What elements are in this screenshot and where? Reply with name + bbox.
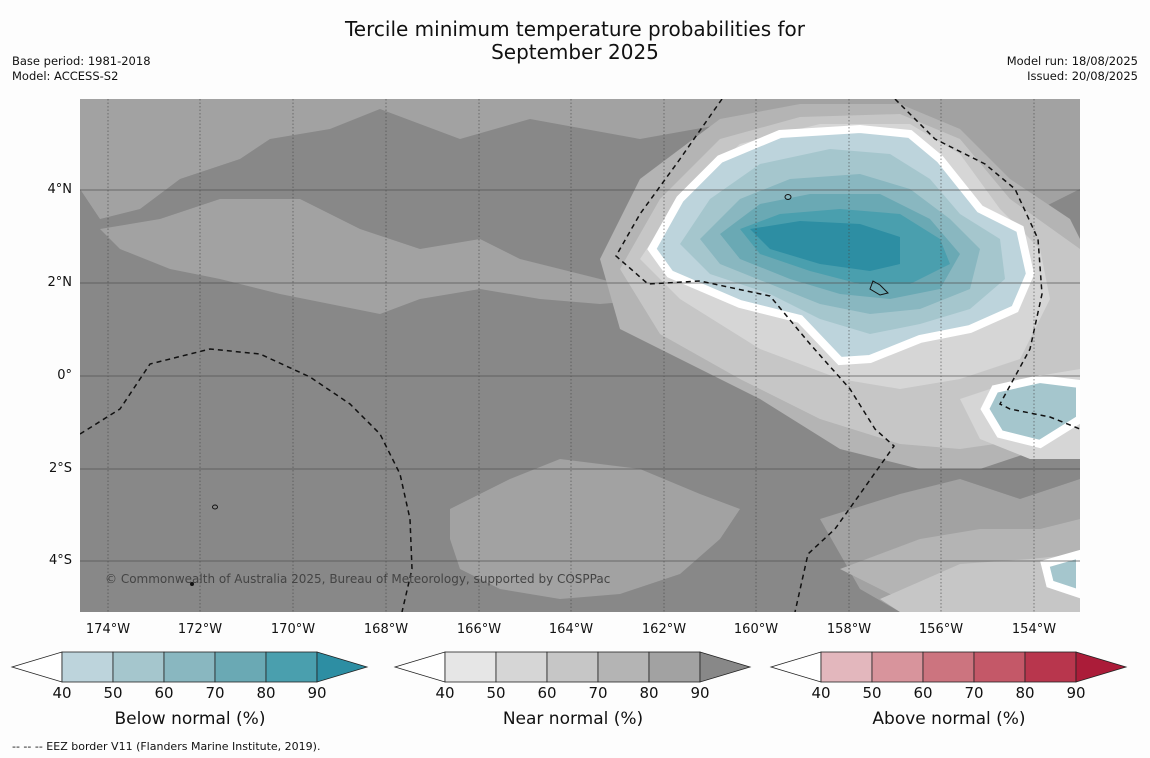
region-grey-60-south	[880, 554, 1080, 612]
colorbar-segment	[1024, 651, 1077, 683]
colorbar-near-normal	[393, 651, 752, 683]
colorbar-extend-high	[316, 651, 369, 683]
chart-title: Tercile minimum temperature probabilitie…	[0, 18, 1150, 64]
cb-near-tick-60: 60	[537, 684, 557, 702]
x-label-158w: 158°W	[826, 622, 872, 637]
cb-below-tick-50: 50	[103, 684, 123, 702]
cb-below-tick-80: 80	[256, 684, 276, 702]
colorbar-segment	[214, 651, 267, 683]
cb-near-tick-90: 90	[690, 684, 710, 702]
colorbar-segment	[820, 651, 873, 683]
colorbar-extend-low	[10, 651, 63, 683]
cb-below-tick-90: 90	[307, 684, 327, 702]
model-text: Model: ACCESS-S2	[12, 69, 119, 83]
meta-left: Base period: 1981-2018 Model: ACCESS-S2	[12, 54, 151, 84]
region-below-90	[750, 221, 900, 271]
cb-near-tick-50: 50	[486, 684, 506, 702]
island-4	[190, 582, 194, 586]
probability-map	[80, 99, 1080, 612]
colorbar-segment	[444, 651, 497, 683]
colorbar-extend-low	[769, 651, 822, 683]
colorbars	[10, 651, 1128, 683]
cb-above-tick-50: 50	[862, 684, 882, 702]
title-line-2: September 2025	[491, 40, 659, 64]
colorbar-segment	[973, 651, 1026, 683]
cb-above-tick-40: 40	[811, 684, 831, 702]
y-label-4n: 4°N	[47, 182, 73, 197]
base-period-text: Base period: 1981-2018	[12, 54, 151, 68]
title-line-1: Tercile minimum temperature probabilitie…	[344, 17, 806, 41]
x-label-162w: 162°W	[641, 622, 687, 637]
cb-near-tick-70: 70	[588, 684, 608, 702]
x-label-174w: 174°W	[85, 622, 131, 637]
colorbar-segment	[112, 651, 165, 683]
meridian-gridlines	[107, 99, 1035, 612]
colorbar-segment	[597, 651, 650, 683]
cb-above-tick-80: 80	[1015, 684, 1035, 702]
colorbar-below-title: Below normal (%)	[114, 709, 266, 729]
colorbar-segment	[495, 651, 548, 683]
cb-below-tick-60: 60	[154, 684, 174, 702]
x-label-154w: 154°W	[1011, 622, 1057, 637]
cb-above-tick-60: 60	[913, 684, 933, 702]
colorbar-segment	[922, 651, 975, 683]
region-grey-80-band	[100, 199, 660, 314]
colorbar-near-title: Near normal (%)	[502, 709, 644, 729]
y-label-2s: 2°S	[48, 461, 72, 476]
islands	[190, 194, 889, 586]
issued-text: Issued: 20/08/2025	[1027, 69, 1138, 83]
colorbar-segment	[265, 651, 318, 683]
x-label-166w: 166°W	[456, 622, 502, 637]
colorbar-segment	[61, 651, 114, 683]
x-label-172w: 172°W	[177, 622, 223, 637]
island-2	[869, 280, 889, 296]
region-below-east-patch	[980, 374, 1080, 449]
x-label-168w: 168°W	[363, 622, 409, 637]
model-run-text: Model run: 18/08/2025	[1006, 54, 1138, 68]
copyright-text: © Commonwealth of Australia 2025, Bureau…	[105, 572, 611, 586]
y-label-0: 0°	[57, 368, 72, 383]
cb-near-tick-80: 80	[639, 684, 659, 702]
eez-footer-note: -- -- -- EEZ border V11 (Flanders Marine…	[12, 740, 321, 753]
colorbar-segment	[648, 651, 701, 683]
y-label-2n: 2°N	[47, 275, 73, 290]
x-label-160w: 160°W	[733, 622, 779, 637]
cb-above-tick-70: 70	[964, 684, 984, 702]
region-grey-80-north	[80, 99, 1080, 219]
parallel-gridlines	[80, 189, 1080, 562]
y-label-4s: 4°S	[48, 553, 72, 568]
cb-below-tick-40: 40	[52, 684, 72, 702]
cb-above-tick-90: 90	[1066, 684, 1086, 702]
colorbar-above-normal	[769, 651, 1128, 683]
cb-below-tick-70: 70	[205, 684, 225, 702]
colorbar-segment	[546, 651, 599, 683]
region-below-southeast-patch	[1040, 549, 1080, 599]
colorbar-extend-high	[699, 651, 752, 683]
colorbar-segment	[871, 651, 924, 683]
island-3	[212, 504, 218, 510]
cb-near-tick-40: 40	[435, 684, 455, 702]
region-grey-80-south	[450, 459, 740, 599]
x-label-164w: 164°W	[548, 622, 594, 637]
island-1	[784, 194, 792, 200]
colorbar-above-title: Above normal (%)	[872, 709, 1026, 729]
colorbar-below-normal	[10, 651, 369, 683]
x-label-170w: 170°W	[270, 622, 316, 637]
x-label-156w: 156°W	[918, 622, 964, 637]
colorbar-segment	[163, 651, 216, 683]
eez-borders	[80, 99, 1080, 612]
meta-right: Model run: 18/08/2025 Issued: 20/08/2025	[1007, 54, 1138, 84]
colorbar-extend-low	[393, 651, 446, 683]
colorbar-extend-high	[1075, 651, 1128, 683]
